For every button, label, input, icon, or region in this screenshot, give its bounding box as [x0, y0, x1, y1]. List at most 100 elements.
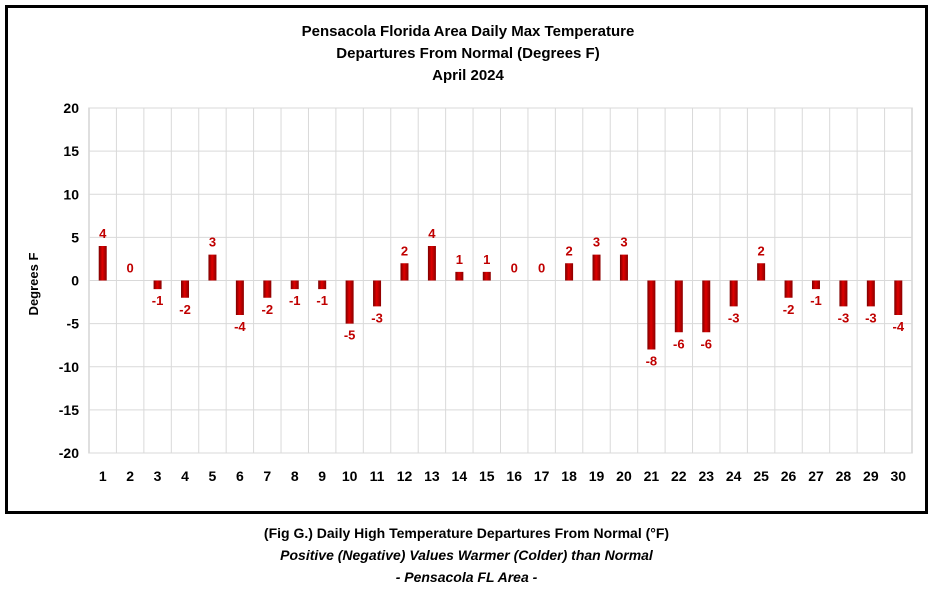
- y-axis-label: Degrees F: [26, 253, 41, 316]
- data-label-day-8: -1: [289, 293, 301, 308]
- data-label-day-16: 0: [511, 261, 518, 276]
- chart-title-line-3: April 2024: [432, 67, 504, 84]
- x-tick-label: 27: [808, 468, 824, 484]
- bar-day-23: [702, 280, 711, 333]
- y-tick-label: -20: [59, 445, 79, 461]
- bar-day-10: [345, 280, 354, 324]
- x-tick-label: 19: [589, 468, 605, 484]
- caption-line-3: - Pensacola FL Area -: [395, 569, 538, 585]
- data-label-day-26: -2: [783, 302, 795, 317]
- x-tick-label: 26: [781, 468, 797, 484]
- x-tick-label: 1: [99, 468, 107, 484]
- data-label-day-7: -2: [262, 302, 274, 317]
- data-label-day-23: -6: [700, 336, 712, 351]
- bar-day-6: [235, 280, 244, 315]
- data-label-day-21: -8: [646, 354, 658, 369]
- y-tick-label: 5: [71, 229, 79, 245]
- data-label-day-6: -4: [234, 319, 246, 334]
- data-label-day-18: 2: [565, 243, 572, 258]
- x-tick-label: 12: [397, 468, 413, 484]
- x-tick-label: 28: [836, 468, 852, 484]
- bar-day-24: [729, 280, 738, 307]
- x-tick-label: 17: [534, 468, 550, 484]
- data-label-day-1: 4: [99, 226, 107, 241]
- bar-day-5: [208, 254, 217, 281]
- bar-day-13: [427, 246, 436, 281]
- x-tick-label: 10: [342, 468, 358, 484]
- x-tick-label: 3: [154, 468, 162, 484]
- caption-line-2: Positive (Negative) Values Warmer (Colde…: [280, 547, 653, 563]
- bar-day-8: [290, 280, 299, 290]
- x-tick-label: 24: [726, 468, 742, 484]
- figure-caption: (Fig G.) Daily High Temperature Departur…: [0, 522, 933, 588]
- bar-day-14: [455, 271, 464, 281]
- data-label-day-11: -3: [371, 310, 383, 325]
- data-label-day-9: -1: [316, 293, 328, 308]
- y-tick-label: 10: [63, 186, 79, 202]
- bar-day-7: [263, 280, 272, 298]
- data-label-day-2: 0: [127, 261, 134, 276]
- data-label-day-28: -3: [838, 310, 850, 325]
- bar-day-4: [181, 280, 190, 298]
- bar-day-22: [674, 280, 683, 333]
- chart-frame: Pensacola Florida Area Daily Max Tempera…: [5, 5, 928, 514]
- bar-day-12: [400, 263, 409, 281]
- data-label-day-4: -2: [179, 302, 191, 317]
- bar-day-25: [757, 263, 766, 281]
- x-tick-label: 5: [209, 468, 217, 484]
- bar-day-19: [592, 254, 601, 281]
- x-tick-label: 22: [671, 468, 687, 484]
- bar-day-9: [318, 280, 327, 290]
- bar-day-11: [373, 280, 382, 307]
- x-tick-label: 6: [236, 468, 244, 484]
- data-label-day-25: 2: [757, 243, 764, 258]
- bar-day-15: [482, 271, 491, 281]
- y-tick-label: 0: [71, 273, 79, 289]
- x-tick-label: 30: [890, 468, 906, 484]
- chart-title-line-2: Departures From Normal (Degrees F): [336, 45, 599, 62]
- bar-day-29: [866, 280, 875, 307]
- x-tick-label: 16: [506, 468, 522, 484]
- data-label-day-15: 1: [483, 252, 490, 267]
- x-tick-label: 15: [479, 468, 495, 484]
- data-label-day-13: 4: [428, 226, 436, 241]
- data-label-day-12: 2: [401, 243, 408, 258]
- data-label-day-10: -5: [344, 328, 356, 343]
- bar-day-28: [839, 280, 848, 307]
- data-label-day-14: 1: [456, 252, 463, 267]
- x-tick-label: 29: [863, 468, 879, 484]
- data-label-day-29: -3: [865, 310, 877, 325]
- x-tick-label: 4: [181, 468, 189, 484]
- data-label-day-20: 3: [620, 235, 627, 250]
- bar-day-30: [894, 280, 903, 315]
- y-tick-label: -15: [59, 402, 79, 418]
- chart-title: Pensacola Florida Area Daily Max Tempera…: [302, 23, 635, 84]
- data-label-day-24: -3: [728, 310, 740, 325]
- data-label-day-19: 3: [593, 235, 600, 250]
- caption-line-1: (Fig G.) Daily High Temperature Departur…: [263, 525, 670, 541]
- chart-title-line-1: Pensacola Florida Area Daily Max Tempera…: [302, 23, 635, 40]
- bar-chart: Pensacola Florida Area Daily Max Tempera…: [26, 23, 913, 484]
- y-tick-label: -5: [67, 316, 80, 332]
- x-tick-label: 9: [318, 468, 326, 484]
- bar-day-18: [565, 263, 574, 281]
- bar-day-20: [619, 254, 628, 281]
- data-label-day-27: -1: [810, 293, 822, 308]
- data-label-day-22: -6: [673, 336, 685, 351]
- x-tick-label: 20: [616, 468, 632, 484]
- bar-day-21: [647, 280, 656, 350]
- x-tick-label: 23: [698, 468, 714, 484]
- data-label-day-17: 0: [538, 261, 545, 276]
- y-tick-label: -10: [59, 359, 79, 375]
- x-tick-label: 21: [644, 468, 660, 484]
- x-tick-label: 8: [291, 468, 299, 484]
- bar-day-27: [811, 280, 820, 290]
- x-tick-label: 7: [263, 468, 271, 484]
- x-tick-label: 11: [370, 468, 385, 484]
- bar-day-26: [784, 280, 793, 298]
- bar-day-1: [98, 246, 107, 281]
- x-tick-label: 14: [452, 468, 468, 484]
- y-tick-label: 15: [63, 143, 79, 159]
- bar-day-3: [153, 280, 162, 290]
- x-tick-label: 13: [424, 468, 440, 484]
